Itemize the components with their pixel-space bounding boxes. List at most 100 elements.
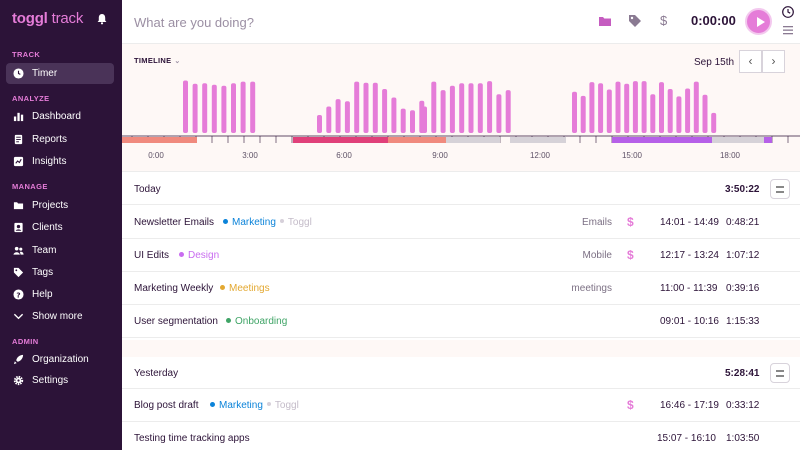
project-folder-icon[interactable] xyxy=(598,14,612,28)
report-icon xyxy=(14,134,23,145)
entry-duration[interactable]: 1:07:12 xyxy=(726,250,760,261)
sidebar-item-organization[interactable]: Organization xyxy=(6,349,114,370)
activity-bar xyxy=(693,81,699,133)
next-day-button[interactable]: › xyxy=(762,50,785,73)
sidebar-item-settings[interactable]: Settings xyxy=(6,370,114,391)
entry-duration[interactable]: 0:39:16 xyxy=(726,283,760,294)
sidebar-item-insights[interactable]: Insights xyxy=(6,151,114,172)
previous-day-button[interactable]: ‹ xyxy=(739,50,762,73)
billable-dollar-icon[interactable]: $ xyxy=(627,248,634,262)
entry-description[interactable]: Blog post draft xyxy=(134,400,199,411)
activity-bar xyxy=(422,106,427,133)
sidebar-item-label: Team xyxy=(32,245,57,256)
timeline-block xyxy=(388,137,446,143)
sidebar-item-team[interactable]: Team xyxy=(6,240,114,261)
activity-bar xyxy=(410,110,415,133)
bell-icon[interactable] xyxy=(96,13,108,25)
entry-duration[interactable]: 1:15:33 xyxy=(726,316,760,327)
entry-project[interactable]: Marketing Toggl xyxy=(210,400,299,411)
entry-project[interactable]: Meetings xyxy=(220,283,270,294)
time-entry-row[interactable]: Blog post draft Marketing Toggl $ 16:46 -… xyxy=(122,389,800,422)
folder-icon xyxy=(13,202,24,210)
activity-bar xyxy=(326,106,332,133)
activity-bar xyxy=(650,94,656,133)
entry-tag[interactable]: meetings xyxy=(571,283,612,294)
timer-bar: $ 0:00:00 xyxy=(122,0,800,44)
activity-bar xyxy=(440,90,446,133)
entry-time-range[interactable]: 09:01 - 10:16 xyxy=(660,316,719,327)
activity-bar xyxy=(632,81,638,133)
entry-description[interactable]: Newsletter Emails xyxy=(134,217,215,228)
group-entries-button[interactable] xyxy=(770,179,790,199)
manual-mode-clock-icon[interactable] xyxy=(782,6,794,18)
timeline-dropdown[interactable]: TIMELINE ⌄ xyxy=(134,56,181,65)
project-color-dot xyxy=(210,401,215,407)
activity-bar xyxy=(211,84,217,133)
entry-project[interactable]: Design xyxy=(179,250,219,261)
activity-bar xyxy=(363,82,369,133)
toggl-logo[interactable]: toggl track xyxy=(12,10,84,27)
start-timer-button[interactable] xyxy=(745,8,772,35)
entry-time-range[interactable]: 11:00 - 11:39 xyxy=(660,283,718,294)
activity-bar xyxy=(240,81,246,133)
clock-icon xyxy=(13,68,24,79)
entry-project[interactable]: Onboarding xyxy=(226,316,287,327)
entry-project[interactable]: Marketing Toggl xyxy=(223,217,312,228)
entry-description[interactable]: User segmentation xyxy=(134,316,218,327)
day-separator xyxy=(122,340,800,357)
group-entries-button[interactable] xyxy=(770,363,790,383)
time-entry-row[interactable]: Newsletter Emails Marketing Toggl Emails … xyxy=(122,206,800,239)
sidebar-item-reports[interactable]: Reports xyxy=(6,129,114,150)
entry-duration[interactable]: 0:33:12 xyxy=(726,400,760,411)
entry-tag[interactable]: Mobile xyxy=(582,250,612,261)
time-entry-row[interactable]: Testing time tracking apps 15:07 - 16:10… xyxy=(122,422,800,450)
entry-duration[interactable]: 0:48:21 xyxy=(726,217,760,228)
billable-dollar-icon[interactable]: $ xyxy=(660,13,668,28)
activity-bar xyxy=(354,81,360,133)
day-total: 5:28:41 xyxy=(725,368,760,379)
tag-icon[interactable] xyxy=(628,14,642,28)
entry-description[interactable]: Testing time tracking apps xyxy=(134,433,250,444)
sidebar-item-label: Insights xyxy=(32,156,67,167)
sidebar-item-label: Timer xyxy=(32,68,58,79)
entry-tag[interactable]: Emails xyxy=(581,217,612,228)
activity-bar xyxy=(589,82,595,133)
timeline-date: Sep 15th xyxy=(694,57,735,68)
activity-bar xyxy=(372,82,378,133)
list-mode-icon[interactable] xyxy=(782,24,794,36)
sidebar-item-timer[interactable]: Timer xyxy=(6,63,114,84)
sidebar-item-clients[interactable]: Clients xyxy=(6,217,114,238)
timer-display: 0:00:00 xyxy=(691,13,736,28)
description-input[interactable] xyxy=(134,12,434,32)
entry-time-range[interactable]: 14:01 - 14:49 xyxy=(660,217,719,228)
sidebar-item-projects[interactable]: Projects xyxy=(6,195,114,216)
timeline-block xyxy=(612,137,712,143)
entry-time-range[interactable]: 15:07 - 16:10 xyxy=(657,433,716,444)
billable-dollar-icon[interactable]: $ xyxy=(627,215,634,229)
time-entry-row[interactable]: UI Edits Design Mobile $ 12:17 - 13:24 1… xyxy=(122,239,800,272)
activity-bar xyxy=(659,82,664,133)
sidebar-item-show-more[interactable]: Show more xyxy=(6,306,114,327)
activity-bar xyxy=(702,94,708,133)
timeline-panel: 0:00 3:00 6:00 9:00 12:00 15:00 18:00 TI… xyxy=(122,44,800,172)
sidebar-item-label: Show more xyxy=(32,311,83,322)
activity-bar xyxy=(477,83,483,133)
sidebar-item-help[interactable]: ? Help xyxy=(6,284,114,305)
entry-duration[interactable]: 1:03:50 xyxy=(726,433,760,444)
entry-description[interactable]: Marketing Weekly xyxy=(134,283,214,294)
time-entry-row[interactable]: User segmentation Onboarding 09:01 - 10:… xyxy=(122,305,800,338)
billable-dollar-icon[interactable]: $ xyxy=(627,398,634,412)
sidebar-item-label: Tags xyxy=(32,267,54,278)
tick-label: 0:00 xyxy=(148,151,164,160)
activity-bar xyxy=(382,89,388,133)
sidebar-item-dashboard[interactable]: Dashboard xyxy=(6,106,114,127)
entry-time-range[interactable]: 16:46 - 17:19 xyxy=(660,400,719,411)
time-entry-row[interactable]: Marketing Weekly Meetings meetings 11:00… xyxy=(122,272,800,305)
rocket-icon xyxy=(13,354,24,365)
timeline-chart: 0:00 3:00 6:00 9:00 12:00 15:00 18:00 xyxy=(122,80,800,160)
entry-description[interactable]: UI Edits xyxy=(134,250,170,261)
activity-bar xyxy=(192,83,198,133)
sidebar-item-label: Organization xyxy=(32,354,89,365)
sidebar-item-tags[interactable]: Tags xyxy=(6,262,114,283)
entry-time-range[interactable]: 12:17 - 13:24 xyxy=(660,250,719,261)
